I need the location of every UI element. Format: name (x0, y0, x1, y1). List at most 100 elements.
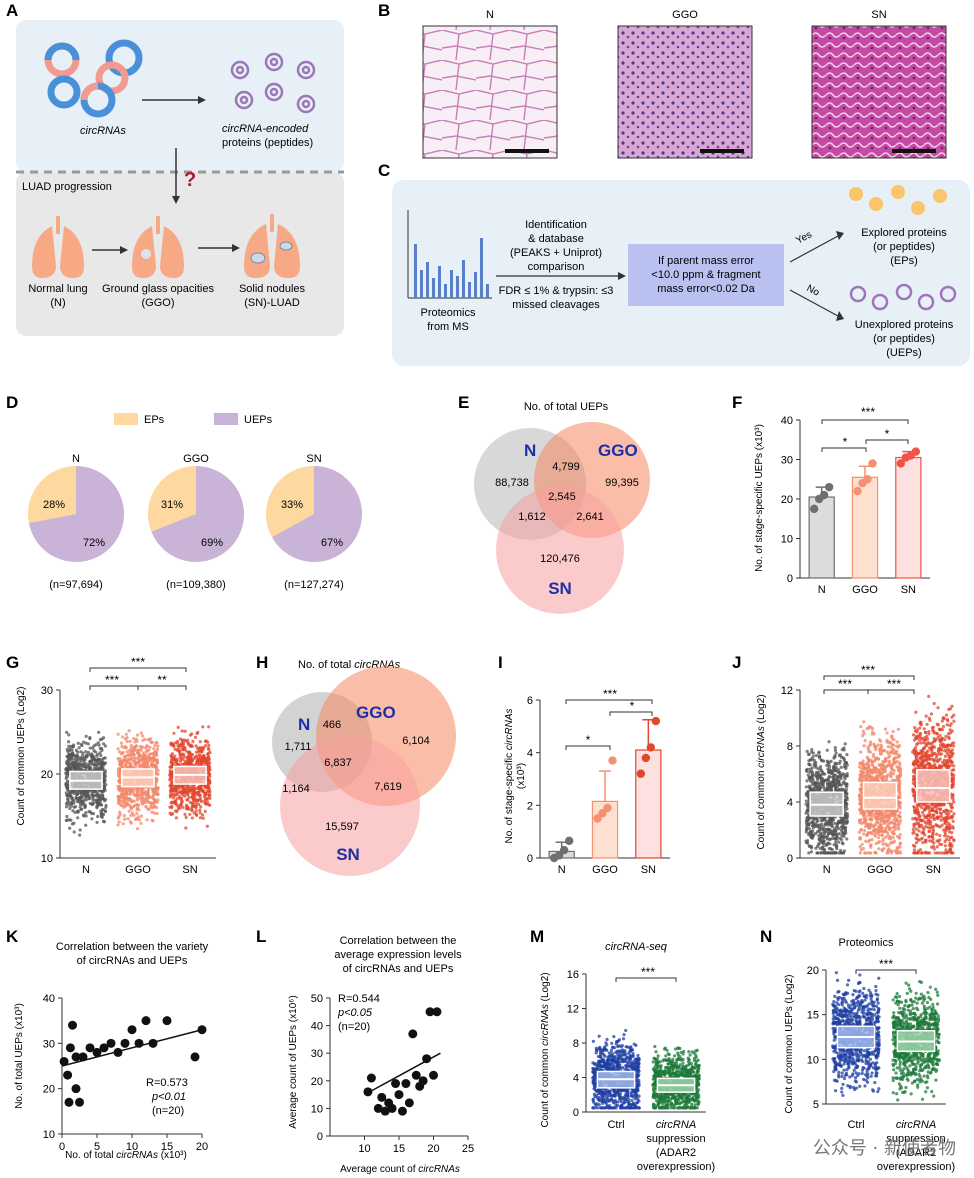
chart-j-point (825, 781, 830, 786)
chart-f-bracket (821, 447, 867, 452)
chart-g-point (100, 757, 104, 762)
chart-j-point (866, 840, 871, 844)
chart-j-point (934, 755, 939, 759)
chart-j-point (823, 788, 827, 792)
chart-j-point (837, 820, 841, 824)
chart-j-point (926, 749, 930, 753)
chart-g-point (146, 790, 150, 794)
chart-j-point (804, 828, 809, 832)
chart-j-point (951, 795, 955, 799)
circrna-label: circRNAs (80, 125, 126, 137)
chart-g-point (129, 746, 133, 751)
chart-j-point (809, 844, 814, 849)
chart-j-point (837, 753, 841, 758)
chart-j-point (827, 765, 832, 769)
chart-g-point (194, 744, 198, 748)
chart-j-point (917, 825, 922, 829)
chart-g-point (120, 744, 124, 748)
chart-j-point (924, 762, 928, 767)
chart-j-point (833, 837, 837, 841)
chart-j-point (948, 724, 952, 728)
panel-label-c: C (378, 161, 390, 180)
chart-j-point (811, 754, 815, 758)
chart-j-point (867, 826, 871, 830)
chart-g-point (175, 810, 179, 814)
chart-g-point (69, 818, 73, 822)
chart-j-point (893, 778, 898, 782)
chart-i-sig-2: * (586, 733, 591, 747)
chart-g-point (197, 761, 201, 765)
chart-j-point (949, 763, 953, 767)
chart-g-point (141, 787, 145, 791)
chart-j-point (837, 780, 841, 784)
step1-line1: Identification (525, 219, 587, 231)
panel-label-b: B (378, 1, 390, 20)
chart-j-point (868, 851, 872, 855)
chart-g-point (155, 811, 159, 816)
chart-j-point (938, 833, 942, 838)
chart-g-point (95, 820, 99, 825)
chart-g-point (103, 744, 107, 748)
pie-slice-eps (266, 466, 314, 538)
chart-j-point (817, 750, 821, 754)
chart-j-point (944, 837, 948, 842)
chart-j-point (844, 804, 849, 808)
chart-j-point (927, 820, 931, 824)
chart-j-point (927, 729, 931, 734)
chart-i-point (646, 743, 656, 752)
chart-g-point (178, 750, 182, 754)
chart-j-point (815, 771, 820, 775)
chart-j-point (838, 759, 842, 763)
chart-g-point (172, 744, 176, 748)
chart-j-point (837, 770, 842, 774)
chart-j-point (826, 777, 830, 782)
chart-j-point (817, 841, 821, 846)
chart-g-point (204, 744, 208, 748)
chart-j-point (810, 832, 815, 836)
stage-ggo-1: Ground glass opacities (102, 283, 214, 295)
venn-e-n-ggo: 4,799 (552, 461, 580, 473)
chart-g-point (98, 746, 102, 751)
chart-g-point (195, 813, 199, 817)
pie-n-ep-value: 28% (43, 499, 65, 511)
chart-i-ytick-label: 2 (527, 800, 533, 812)
chart-g-point (139, 744, 143, 749)
chart-f-xtick-label: SN (901, 584, 916, 596)
chart-j-point (857, 830, 862, 834)
chart-g-point (82, 814, 86, 818)
chart-g-point (198, 796, 202, 801)
chart-g-point (86, 750, 91, 755)
pie-n-title: N (72, 453, 80, 465)
chart-g-point (188, 812, 192, 817)
chart-j-point (873, 850, 877, 854)
chart-j-point (920, 761, 924, 765)
chart-j-point (932, 817, 936, 822)
chart-g-point (76, 762, 80, 766)
chart-j-point (827, 740, 831, 744)
chart-g-point (129, 798, 133, 802)
panel-a-top-bg (16, 20, 344, 172)
chart-j-point (946, 732, 951, 736)
chart-g-point (174, 816, 178, 820)
chart-g-point (136, 815, 140, 819)
pie-ggo-ep-value: 31% (161, 499, 183, 511)
chart-g-point (138, 796, 142, 801)
chart-j-point (894, 818, 899, 823)
chart-j-point (896, 846, 900, 850)
chart-j-point (822, 759, 826, 763)
chart-j-point (897, 823, 901, 827)
chart-j-point (842, 832, 846, 836)
chart-j-point (869, 816, 874, 820)
chart-g-point (84, 750, 88, 754)
chart-j-point (893, 750, 898, 755)
venn-e-set-ggo: GGO (598, 441, 638, 460)
chart-g-point (171, 761, 175, 765)
chart-g-point (208, 790, 212, 794)
chart-i-point (641, 753, 651, 763)
chart-j-point (928, 826, 933, 830)
chart-g-point (204, 791, 208, 795)
chart-j-point (834, 845, 838, 849)
panel-label-j: J (732, 653, 741, 672)
chart-g-point (207, 772, 212, 777)
chart-g-point (182, 738, 187, 742)
